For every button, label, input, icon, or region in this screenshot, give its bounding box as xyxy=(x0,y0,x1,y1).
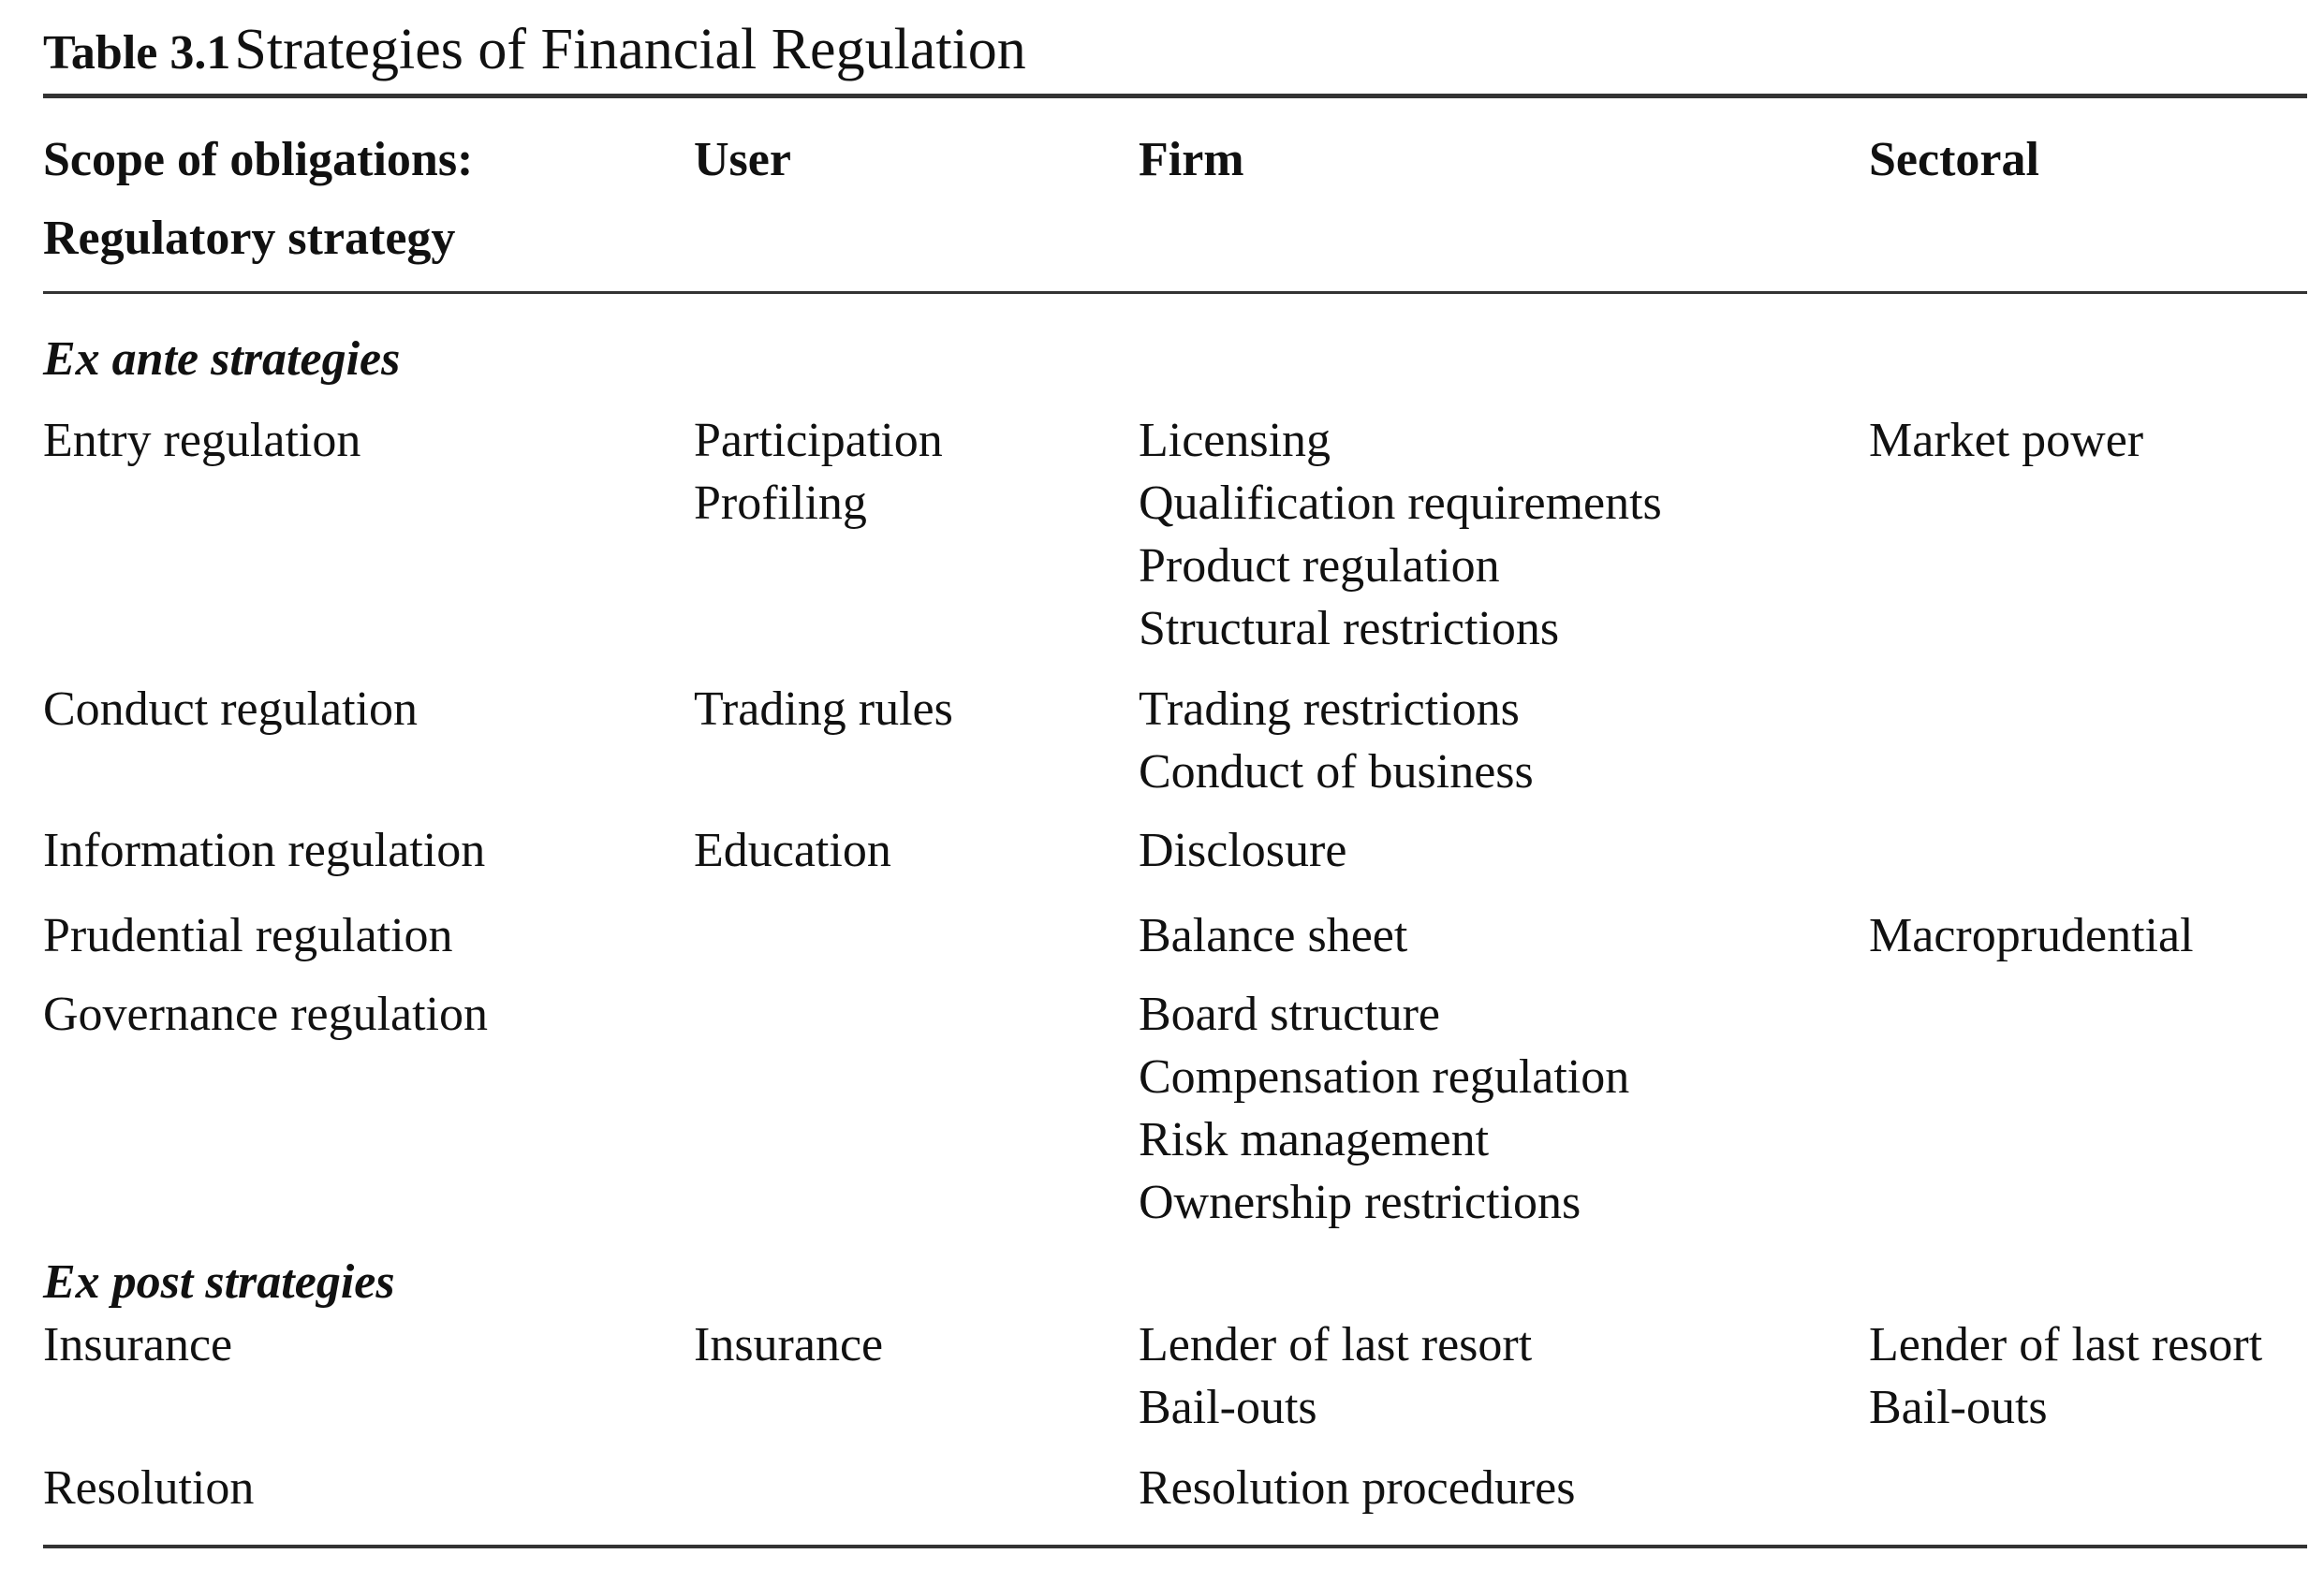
list-item: Disclosure xyxy=(1139,824,1347,877)
table-caption-label: Table 3.1 xyxy=(43,26,231,80)
header-scope-of-obligations: Scope of obligations: xyxy=(43,133,474,186)
header-regulatory-strategy: Regulatory strategy xyxy=(43,212,456,265)
row-firm-insurance: Lender of last resort Bail-outs xyxy=(1139,1313,1532,1439)
header-firm: Firm xyxy=(1139,133,1244,186)
list-item: Trading rules xyxy=(694,682,953,736)
row-firm-governance-regulation: Board structure Compensation regulation … xyxy=(1139,983,1629,1234)
row-strategy-governance-regulation: Governance regulation xyxy=(43,988,489,1041)
list-item: Qualification requirements xyxy=(1139,477,1662,530)
list-item: Risk management xyxy=(1139,1113,1490,1166)
table-top-rule xyxy=(43,94,2307,98)
list-item: Board structure xyxy=(1139,988,1441,1041)
list-item: Bail-outs xyxy=(1139,1381,1317,1434)
table-bottom-rule xyxy=(43,1545,2307,1548)
row-firm-entry-regulation: Licensing Qualification requirements Pro… xyxy=(1139,409,1662,660)
list-item: Balance sheet xyxy=(1139,909,1408,962)
list-item: Insurance xyxy=(694,1318,884,1371)
row-firm-information-regulation: Disclosure xyxy=(1139,819,1346,882)
list-item: Ownership restrictions xyxy=(1139,1176,1581,1229)
row-firm-conduct-regulation: Trading restrictions Conduct of business xyxy=(1139,678,1534,803)
list-item: Education xyxy=(694,824,891,877)
list-item: Conduct of business xyxy=(1139,745,1534,799)
list-item: Bail-outs xyxy=(1869,1381,2048,1434)
list-item: Market power xyxy=(1869,414,2144,467)
row-firm-prudential-regulation: Balance sheet xyxy=(1139,904,1407,967)
table-header-rule xyxy=(43,291,2307,294)
row-strategy-resolution: Resolution xyxy=(43,1461,255,1515)
list-item: Product regulation xyxy=(1139,539,1500,593)
list-item: Compensation regulation xyxy=(1139,1050,1630,1104)
list-item: Resolution procedures xyxy=(1139,1461,1576,1515)
row-sectoral-entry-regulation: Market power xyxy=(1869,409,2143,472)
table-caption-title: Strategies of Financial Regulation xyxy=(234,18,1026,81)
row-user-insurance: Insurance xyxy=(694,1313,883,1376)
row-sectoral-prudential-regulation: Macroprudential xyxy=(1869,904,2194,967)
list-item: Lender of last resort xyxy=(1139,1318,1533,1371)
list-item: Trading restrictions xyxy=(1139,682,1520,736)
row-strategy-insurance: Insurance xyxy=(43,1318,233,1371)
row-strategy-conduct-regulation: Conduct regulation xyxy=(43,682,419,736)
list-item: Licensing xyxy=(1139,414,1331,467)
row-user-conduct-regulation: Trading rules xyxy=(694,678,953,741)
list-item: Lender of last resort xyxy=(1869,1318,2263,1371)
list-item: Macroprudential xyxy=(1869,909,2194,962)
row-strategy-prudential-regulation: Prudential regulation xyxy=(43,909,453,962)
table-caption: Table 3.1 Strategies of Financial Regula… xyxy=(43,21,1026,79)
row-user-information-regulation: Education xyxy=(694,819,891,882)
row-sectoral-insurance: Lender of last resort Bail-outs xyxy=(1869,1313,2262,1439)
row-strategy-entry-regulation: Entry regulation xyxy=(43,414,361,467)
header-user: User xyxy=(694,133,791,186)
row-user-entry-regulation: Participation Profiling xyxy=(694,409,943,535)
row-strategy-information-regulation: Information regulation xyxy=(43,824,486,877)
section-title-ex-ante: Ex ante strategies xyxy=(43,332,401,386)
list-item: Structural restrictions xyxy=(1139,602,1560,655)
list-item: Participation xyxy=(694,414,943,467)
list-item: Profiling xyxy=(694,477,867,530)
row-firm-resolution: Resolution procedures xyxy=(1139,1457,1575,1519)
section-title-ex-post: Ex post strategies xyxy=(43,1255,395,1309)
header-sectoral: Sectoral xyxy=(1869,133,2039,186)
